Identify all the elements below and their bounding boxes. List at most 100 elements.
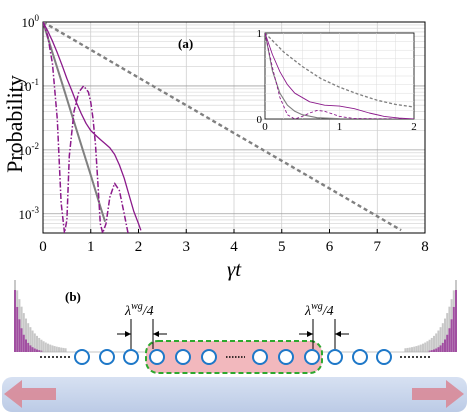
left-emission-arrow (4, 380, 56, 408)
y-tick-label: 10-1 (19, 77, 40, 94)
x-axis-label: γt (227, 257, 242, 281)
histogram-bar-gray (62, 347, 65, 352)
inset-series (265, 33, 414, 119)
histogram-bar-gray (404, 348, 407, 352)
inset-y-tick-label: 1 (257, 28, 263, 40)
inset-series-purple-solid (265, 33, 414, 119)
waveguide (2, 377, 467, 412)
left-spacing-label: λwg/4 (124, 301, 154, 319)
histogram-bar-purple (18, 319, 21, 352)
panel-b-schematic: λwg/4 λwg/4 (b) (2, 280, 467, 412)
panel-b-label: (b) (65, 289, 81, 304)
atom (123, 349, 139, 365)
histogram-bar-purple (14, 290, 16, 352)
histogram-bar-gray (413, 346, 416, 352)
histogram-bar-gray (27, 323, 30, 352)
histogram-bar-purple (428, 350, 431, 352)
inset-x-tick-label: 1 (337, 121, 343, 133)
inset-series-gray-dashed (265, 33, 414, 108)
histogram-bar-gray (430, 337, 433, 352)
histogram-bar-gray (428, 339, 431, 352)
histogram-bar-gray (444, 318, 446, 352)
histogram-bar-purple (435, 348, 438, 352)
x-tick-label: 7 (374, 239, 382, 255)
x-tick-label: 3 (183, 239, 191, 255)
histogram-bar-gray (29, 327, 32, 352)
histogram-bar-purple (444, 339, 446, 352)
histogram-bar-gray (47, 343, 49, 352)
histogram-bar-gray (424, 342, 427, 352)
histogram-bar-purple (452, 306, 455, 352)
atom (201, 349, 217, 365)
histogram-bar-purple (27, 342, 30, 352)
histogram-bar-gray (417, 345, 420, 352)
main-series-gray-solid (43, 22, 107, 223)
y-tick-label: 10-2 (19, 141, 40, 158)
x-tick-label: 8 (421, 239, 429, 255)
histogram-bar-gray (60, 347, 63, 352)
atom (74, 349, 90, 365)
histogram-bar-gray (411, 347, 413, 352)
main-series-gray-dashed (43, 22, 402, 232)
histogram-bar-purple (450, 319, 453, 352)
histogram-bar-gray (435, 333, 438, 352)
histogram-bar-gray (446, 313, 449, 352)
x-tick-label: 6 (326, 239, 334, 255)
atom (376, 349, 392, 365)
atom (352, 349, 368, 365)
right-spacing-marker: λwg/4 (299, 301, 349, 349)
histogram-bar-purple (437, 347, 440, 352)
inset-x-tick-label: 0 (262, 121, 268, 133)
excited-atoms-box (145, 340, 323, 374)
histogram-bar-gray (42, 341, 45, 352)
histogram-bar-gray (406, 347, 409, 352)
histogram-bar-gray (51, 345, 54, 352)
histogram-bar-gray (64, 348, 67, 352)
x-tick-label: 5 (278, 239, 286, 255)
left-spacing-marker: λwg/4 (117, 301, 167, 349)
histogram-bar-purple (441, 342, 444, 352)
main-plot-series (43, 22, 402, 233)
histogram-bar-purple (25, 339, 27, 352)
atom (327, 349, 343, 365)
histogram-bar-gray (55, 346, 58, 352)
right-emission-histogram (404, 280, 457, 352)
histogram-bar-gray (58, 347, 60, 352)
histogram-bar-purple (36, 349, 38, 352)
histogram-bar-gray (44, 342, 47, 352)
y-axis-label: Probability (2, 75, 27, 173)
histogram-bar-gray (419, 344, 422, 352)
histogram-bar-gray (441, 323, 444, 352)
left-emission-histogram (14, 280, 67, 352)
y-tick-label: 10-3 (19, 205, 40, 222)
histogram-bar-purple (455, 290, 457, 352)
histogram-bar-purple (22, 334, 25, 352)
atom (304, 349, 320, 365)
histogram-bar-gray (49, 344, 52, 352)
histogram-bar-gray (36, 335, 38, 352)
atom (252, 349, 268, 365)
x-tick-label: 0 (39, 239, 47, 255)
histogram-bar-purple (433, 349, 435, 352)
histogram-bar-gray (53, 346, 56, 352)
atom-array (74, 349, 392, 365)
histogram-bar-gray (439, 327, 442, 352)
main-series-purple-solid (43, 22, 142, 231)
histogram-bar-purple (430, 350, 433, 352)
atom (99, 349, 115, 365)
histogram-bar-gray (408, 347, 411, 352)
histogram-bar-gray (22, 313, 25, 352)
histogram-bar-purple (20, 328, 23, 352)
histogram-bar-purple (16, 306, 19, 352)
right-emission-arrow (412, 380, 464, 408)
histogram-bar-gray (38, 337, 41, 352)
histogram-bar-gray (25, 318, 27, 352)
x-tick-label: 1 (87, 239, 95, 255)
histogram-bar-purple (38, 350, 41, 352)
histogram-bar-gray (415, 346, 418, 352)
histogram-bar-purple (40, 350, 43, 352)
atom (175, 349, 191, 365)
x-tick-label: 4 (230, 239, 238, 255)
histogram-bar-gray (31, 330, 34, 352)
